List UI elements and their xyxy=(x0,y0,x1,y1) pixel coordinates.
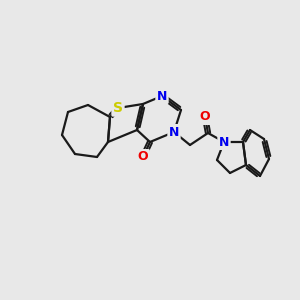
Text: N: N xyxy=(219,136,229,148)
Text: O: O xyxy=(138,151,148,164)
Text: N: N xyxy=(157,89,167,103)
Text: N: N xyxy=(169,125,179,139)
Text: O: O xyxy=(200,110,210,124)
Text: S: S xyxy=(113,101,123,115)
